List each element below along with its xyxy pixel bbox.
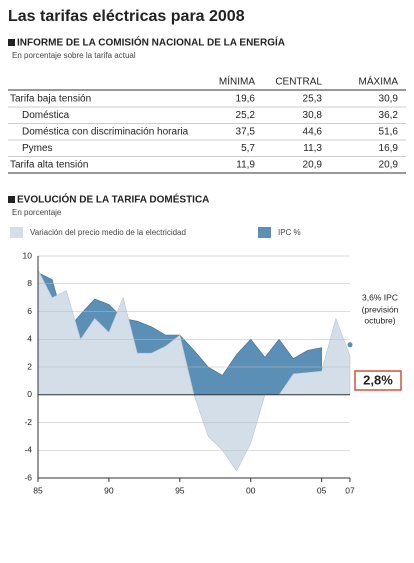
cell: 11,9 [236, 160, 255, 171]
x-tick-label: 90 [104, 485, 114, 495]
cell: 44,6 [303, 127, 323, 138]
cell: 20,9 [379, 160, 399, 171]
legend-label: Variación del precio medio de la electri… [30, 228, 186, 237]
table-note: En porcentaje sobre la tarifa actual [12, 51, 136, 60]
cell: 25,2 [236, 110, 256, 121]
annotation: octubre) [364, 315, 395, 325]
column-header: CENTRAL [275, 77, 322, 88]
y-tick-label: -6 [24, 472, 32, 482]
annotation-box [354, 370, 402, 391]
y-tick-label: -2 [24, 417, 32, 427]
bullet [8, 39, 15, 46]
y-tick-label: 2 [27, 361, 32, 371]
x-tick-label: 00 [246, 485, 256, 495]
row-label: Tarifa alta tensión [10, 160, 88, 171]
annotation: 3,6% IPC [362, 292, 398, 302]
area [37, 269, 351, 472]
column-header: MÍNIMA [219, 75, 255, 88]
annotation: 2,8% [363, 372, 393, 387]
y-tick-label: 8 [27, 278, 32, 288]
legend-label: IPC % [278, 228, 301, 237]
x-tick-label: 07 [345, 485, 355, 495]
column-header: MÁXIMA [359, 75, 399, 88]
x-tick-label: 85 [33, 485, 43, 495]
cell: 5,7 [241, 143, 255, 154]
point [347, 342, 353, 348]
cell: 51,6 [379, 127, 399, 138]
row-label: Doméstica [22, 110, 70, 121]
chart-subtitle: En porcentaje [12, 208, 62, 217]
y-tick-label: 4 [27, 334, 32, 344]
row-label: Doméstica con discriminación horaria [22, 127, 189, 138]
x-tick-label: 05 [317, 485, 327, 495]
cell: 19,6 [236, 94, 256, 105]
row-label: Tarifa baja tensión [10, 94, 91, 105]
cell: 37,5 [236, 127, 256, 138]
y-tick-label: 10 [23, 250, 33, 260]
cell: 30,8 [303, 110, 323, 121]
cell: 25,3 [303, 94, 323, 105]
bullet [8, 196, 15, 203]
row-label: Pymes [22, 143, 53, 154]
legend-swatch [10, 227, 23, 238]
x-tick-label: 95 [175, 485, 185, 495]
y-tick-label: 0 [27, 389, 32, 399]
cell: 11,3 [303, 143, 322, 154]
y-tick-label: 6 [27, 306, 32, 316]
legend-swatch [258, 227, 271, 238]
cell: 30,9 [379, 94, 399, 105]
page-title: Las tarifas eléctricas para 2008 [8, 8, 245, 25]
table-title: INFORME DE LA COMISIÓN NACIONAL DE LA EN… [17, 36, 285, 49]
cell: 20,9 [303, 160, 323, 171]
cell: 16,9 [379, 143, 399, 154]
annotation: (previsión [362, 304, 399, 314]
cell: 36,2 [379, 110, 399, 121]
y-tick-label: -4 [24, 445, 32, 455]
chart-title: EVOLUCIÓN DE LA TARIFA DOMÉSTICA [17, 193, 209, 206]
